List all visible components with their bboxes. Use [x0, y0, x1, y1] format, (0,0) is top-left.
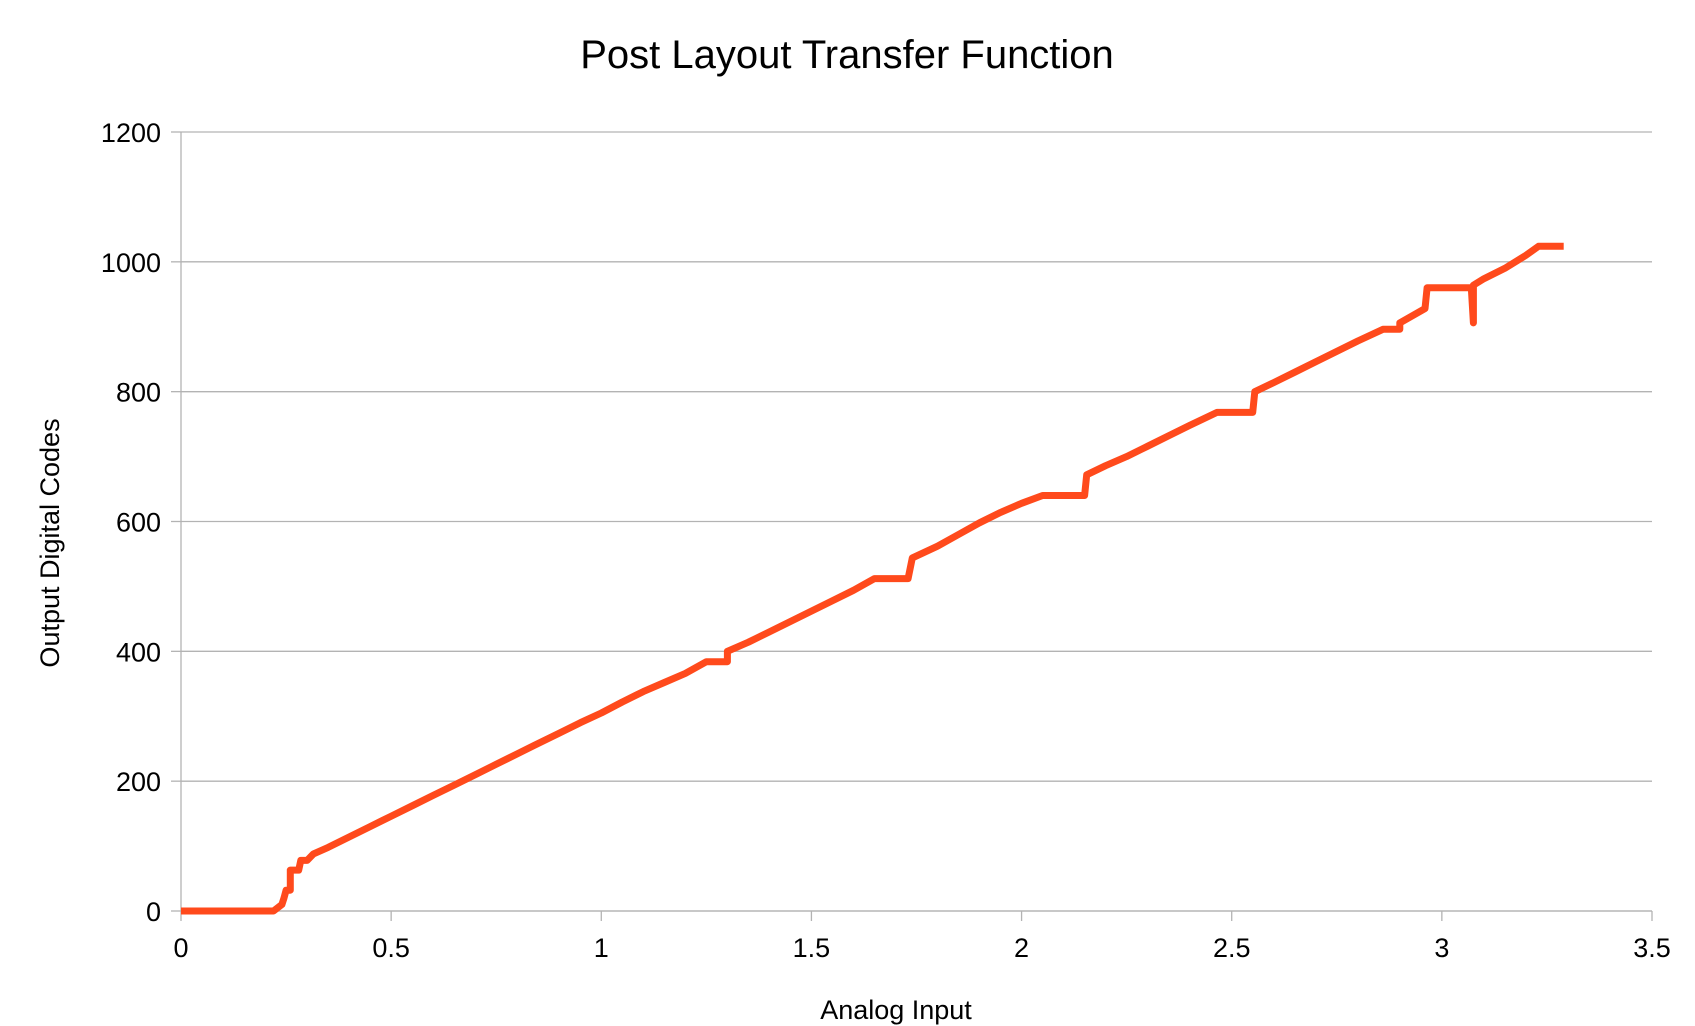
y-tick-label: 1000	[101, 248, 161, 278]
y-tick-label: 800	[116, 378, 161, 408]
series-layer	[181, 242, 1564, 915]
y-tick-label: 0	[146, 897, 161, 927]
chart-title: Post Layout Transfer Function	[580, 33, 1114, 77]
y-tick-label: 1200	[101, 118, 161, 148]
x-tick-label: 3	[1434, 933, 1449, 963]
y-tick-label: 200	[116, 767, 161, 797]
x-tick-label: 2	[1014, 933, 1029, 963]
series-line-0	[181, 242, 1564, 915]
x-axis-title: Analog Input	[820, 995, 972, 1025]
x-tick-label: 3.5	[1633, 933, 1671, 963]
grid-lines	[181, 131, 1652, 912]
y-tick-label: 600	[116, 508, 161, 538]
tick-labels: 0 200 400 600 800 1000 1200 0 0.5 1 1.5 2 2.5 3 3.5	[101, 118, 1671, 963]
x-tick-label: 0	[173, 933, 188, 963]
y-axis-title: Output Digital Codes	[35, 418, 65, 667]
x-tick-label: 2.5	[1213, 933, 1251, 963]
x-tick-label: 0.5	[372, 933, 410, 963]
axes	[171, 131, 1653, 921]
x-tick-label: 1	[594, 933, 609, 963]
x-tick-label: 1.5	[793, 933, 831, 963]
y-tick-label: 400	[116, 637, 161, 667]
